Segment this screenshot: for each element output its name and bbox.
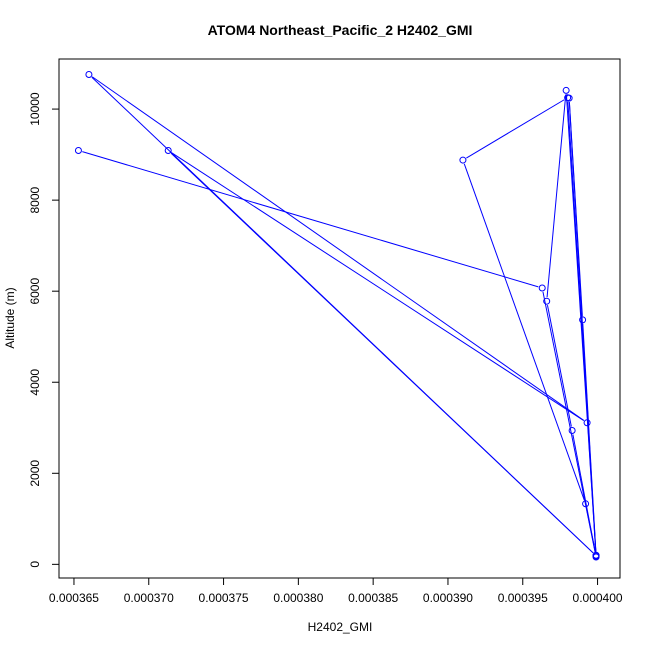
y-tick-label: 2000 <box>28 460 42 487</box>
data-point <box>74 147 82 155</box>
x-tick-label: 0.000365 <box>49 591 99 605</box>
x-tick-label: 0.000375 <box>199 591 249 605</box>
data-point <box>562 86 570 94</box>
series-lines <box>82 76 597 554</box>
y-tick-label: 0 <box>28 561 42 568</box>
data-point <box>583 419 591 427</box>
y-tick-label: 8000 <box>28 186 42 213</box>
chart-title: ATOM4 Northeast_Pacific_2 H2402_GMI <box>208 22 473 38</box>
data-point <box>579 316 587 324</box>
series-segment <box>572 434 596 553</box>
x-tick-label: 0.000395 <box>498 591 548 605</box>
y-axis: 0 2000 4000 6000 8000 10000 <box>28 92 60 568</box>
y-tick-label: 10000 <box>28 92 42 126</box>
series-segment <box>466 99 565 159</box>
x-axis-label: H2402_GMI <box>308 620 373 634</box>
y-tick-label: 6000 <box>28 278 42 305</box>
x-tick-label: 0.000390 <box>423 591 473 605</box>
series-segment <box>91 76 585 421</box>
series-segment <box>582 323 597 552</box>
data-point <box>459 156 467 164</box>
series-points <box>74 70 600 561</box>
data-point <box>568 426 576 434</box>
x-tick-label: 0.000385 <box>348 591 398 605</box>
series-segment <box>463 163 585 501</box>
data-point <box>164 147 172 155</box>
data-point <box>543 297 551 305</box>
series-segment <box>171 152 585 421</box>
series-segment <box>546 94 567 298</box>
x-tick-label: 0.000400 <box>573 591 623 605</box>
series-segment <box>546 305 572 427</box>
x-axis: 0.000365 0.000370 0.000375 0.000380 0.000385… <box>49 577 623 605</box>
data-point <box>565 94 573 102</box>
y-tick-label: 4000 <box>28 369 42 396</box>
y-axis-label: Altitude (m) <box>3 287 17 348</box>
data-point <box>85 70 93 78</box>
series-segment <box>82 151 539 288</box>
x-tick-label: 0.000380 <box>273 591 323 605</box>
data-point <box>592 551 600 559</box>
data-point <box>582 500 590 508</box>
series-segment <box>568 102 583 316</box>
plot-frame <box>58 58 621 579</box>
data-point <box>538 284 546 292</box>
x-tick-label: 0.000370 <box>124 591 174 605</box>
series-segment <box>170 152 594 554</box>
